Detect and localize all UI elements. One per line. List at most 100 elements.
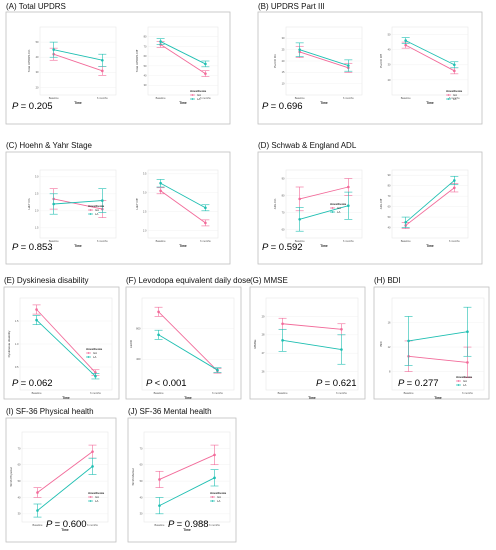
- p-value-number: = 0.600: [55, 519, 87, 530]
- x-tick-label: Baseline: [401, 96, 412, 100]
- x-axis-label: Time: [183, 528, 191, 532]
- panel-f: (F) Levodopa equivalent daily dose 400 800…: [125, 276, 251, 400]
- series-line-ga: [299, 51, 349, 69]
- legend-marker: [211, 500, 214, 502]
- data-point: [35, 318, 38, 322]
- p-value: P = 0.988: [168, 519, 209, 530]
- series-line-ga: [53, 198, 103, 210]
- y-tick-label: 90: [388, 173, 391, 177]
- y-tick-label: 40: [36, 55, 39, 59]
- p-value: P = 0.205: [12, 101, 53, 112]
- legend-marker: [457, 380, 460, 382]
- p-label: P: [398, 378, 407, 389]
- p-label: P: [262, 101, 271, 112]
- y-tick-label: 25: [282, 48, 285, 52]
- x-tick-label: 6 months: [97, 239, 108, 243]
- p-value-number: < 0.001: [155, 378, 187, 389]
- y-tick-label: 80: [282, 193, 285, 197]
- y-tick-label: 70: [388, 194, 391, 198]
- panel-title: (J) SF-36 Mental health: [128, 407, 212, 416]
- x-axis-label: Time: [74, 101, 82, 105]
- legend-item: LA: [95, 212, 99, 216]
- data-point: [298, 218, 301, 221]
- y-tick-label: 8: [389, 370, 391, 374]
- y-tick-label: 60: [282, 227, 285, 231]
- legend-item: LA: [217, 499, 221, 503]
- x-tick-label: 6 months: [200, 239, 211, 243]
- legend-item: GA: [217, 495, 221, 499]
- x-tick-label: Baseline: [156, 96, 167, 100]
- x-tick-label: 6 months: [343, 239, 354, 243]
- p-value-number: = 0.853: [21, 242, 53, 253]
- y-tick-label: 50: [144, 64, 147, 68]
- p-value: P < 0.001: [146, 378, 187, 389]
- subplot: 20 30 40 50 Total UPDRS On Baseline 6 months Ti…: [27, 26, 117, 105]
- legend-item: GA: [337, 206, 341, 210]
- series-line-la: [36, 319, 96, 377]
- legend-item: LA: [453, 97, 457, 101]
- y-tick-label: 10: [282, 82, 285, 86]
- legend-marker: [331, 207, 334, 209]
- legend-marker: [89, 500, 92, 502]
- legend-marker: [89, 213, 92, 215]
- p-value: P = 0.853: [12, 242, 53, 253]
- data-point: [347, 64, 350, 67]
- plot-area: [147, 169, 219, 239]
- y-axis-label: BDI: [379, 341, 383, 346]
- y-tick-label: 30: [36, 70, 39, 74]
- y-tick-label: 50: [388, 215, 391, 219]
- series-line-la: [405, 180, 455, 223]
- panel-title: (I) SF-36 Physical health: [6, 407, 94, 416]
- panel-frame: [257, 151, 483, 265]
- data-point: [216, 368, 219, 372]
- panel-a: (A) Total UPDRS 20 30 40 50 Total UPDRS On Bas…: [5, 2, 231, 125]
- x-tick-label: Baseline: [49, 239, 60, 243]
- data-point: [36, 491, 39, 494]
- panel-frame: [125, 286, 242, 400]
- data-point: [213, 476, 216, 480]
- x-axis-label: Time: [184, 396, 192, 400]
- panel-frame: [5, 151, 231, 265]
- data-point: [94, 374, 97, 378]
- data-point: [101, 58, 104, 62]
- x-tick-label: Baseline: [32, 391, 43, 395]
- legend-item: GA: [197, 93, 201, 97]
- data-point: [52, 202, 55, 206]
- x-tick-label: 6 months: [209, 523, 220, 527]
- p-label: P: [262, 242, 271, 253]
- p-label: P: [12, 101, 21, 112]
- y-axis-label: Part III On: [273, 54, 277, 68]
- y-tick-label: 2.0: [143, 228, 147, 232]
- y-tick-label: 40: [388, 48, 391, 52]
- y-tick-label: 60: [388, 205, 391, 209]
- plot-area: [391, 169, 469, 239]
- legend-item: LA: [197, 97, 201, 101]
- x-tick-label: Baseline: [295, 239, 306, 243]
- series-line-la: [408, 331, 468, 342]
- panel-d: (D) Schwab & England ADL 60 70 80 90 ADL On Ba…: [257, 141, 483, 265]
- legend-marker: [211, 496, 214, 498]
- y-tick-label: 90: [282, 176, 285, 180]
- p-value-number: = 0.988: [177, 519, 209, 530]
- y-tick-label: 80: [144, 35, 147, 39]
- x-tick-label: 6 months: [343, 96, 354, 100]
- y-tick-label: 30: [388, 63, 391, 67]
- legend-item: LA: [93, 355, 97, 359]
- subplot: 10 15 20 25 30 Part III On Baseline 6 months Tim…: [273, 26, 363, 105]
- x-tick-label: 6 months: [87, 523, 98, 527]
- p-value: P = 0.592: [262, 242, 303, 253]
- y-tick-label: 3.0: [35, 175, 39, 179]
- data-point: [404, 221, 407, 224]
- plot-area: [391, 297, 485, 391]
- data-point: [347, 204, 350, 207]
- p-label: P: [168, 519, 177, 530]
- p-value: P = 0.621: [316, 378, 357, 389]
- data-point: [159, 40, 162, 43]
- plot-area: [21, 431, 109, 523]
- y-tick-label: 40: [144, 73, 147, 77]
- x-axis-label: Time: [179, 101, 187, 105]
- data-point: [157, 310, 160, 314]
- x-tick-label: Baseline: [154, 391, 165, 395]
